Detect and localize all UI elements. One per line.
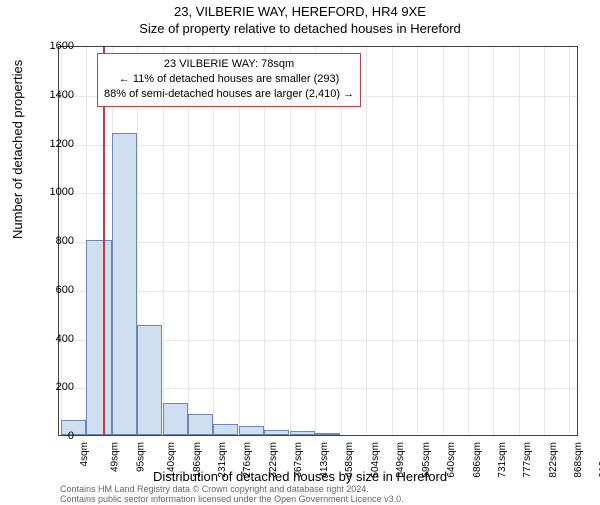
gridline-v	[569, 47, 570, 435]
x-tick-label: 595sqm	[421, 442, 432, 478]
y-tick-label: 1200	[36, 138, 74, 150]
histogram-bar	[213, 424, 238, 435]
histogram-bar	[315, 433, 340, 435]
x-tick-label: 276sqm	[242, 442, 253, 478]
x-tick-label: 95sqm	[136, 442, 147, 472]
histogram-bar	[112, 133, 137, 435]
x-tick-label: 231sqm	[217, 442, 228, 478]
annotation-line: 23 VILBERIE WAY: 78sqm	[104, 57, 354, 72]
gridline-v	[544, 47, 545, 435]
y-tick-label: 1400	[36, 89, 74, 101]
y-tick-label: 1000	[36, 186, 74, 198]
gridline-v	[493, 47, 494, 435]
chart-container: 23 VILBERIE WAY: 78sqm← 11% of detached …	[58, 46, 578, 436]
y-tick-label: 800	[36, 235, 74, 247]
annotation-box: 23 VILBERIE WAY: 78sqm← 11% of detached …	[97, 53, 361, 107]
histogram-bar	[137, 325, 162, 435]
x-tick-label: 731sqm	[497, 442, 508, 478]
histogram-bar	[239, 426, 264, 435]
footer-attribution: Contains HM Land Registry data © Crown c…	[60, 485, 404, 505]
annotation-line: 88% of semi-detached houses are larger (…	[104, 87, 354, 102]
annotation-line: ← 11% of detached houses are smaller (29…	[104, 72, 354, 87]
x-tick-label: 140sqm	[166, 442, 177, 478]
gridline-v	[468, 47, 469, 435]
y-tick-label: 400	[36, 333, 74, 345]
x-tick-label: 504sqm	[370, 442, 381, 478]
gridline-v	[392, 47, 393, 435]
x-tick-label: 4sqm	[79, 442, 90, 466]
x-tick-label: 49sqm	[110, 442, 121, 472]
x-tick-label: 458sqm	[344, 442, 355, 478]
plot-area: 23 VILBERIE WAY: 78sqm← 11% of detached …	[58, 46, 578, 436]
y-axis-label: Number of detached properties	[10, 60, 25, 239]
gridline-v	[366, 47, 367, 435]
x-tick-label: 777sqm	[523, 442, 534, 478]
histogram-bar	[86, 240, 111, 435]
histogram-bar	[163, 403, 188, 435]
page-title: 23, VILBERIE WAY, HEREFORD, HR4 9XE	[0, 4, 600, 19]
x-tick-label: 549sqm	[395, 442, 406, 478]
y-tick-label: 1600	[36, 40, 74, 52]
y-tick-label: 0	[36, 430, 74, 442]
x-tick-label: 186sqm	[192, 442, 203, 478]
histogram-bar	[290, 431, 315, 435]
y-tick-label: 200	[36, 381, 74, 393]
gridline-v	[417, 47, 418, 435]
page-subtitle: Size of property relative to detached ho…	[0, 21, 600, 36]
histogram-bar	[264, 430, 289, 435]
gridline-v	[443, 47, 444, 435]
x-tick-label: 640sqm	[446, 442, 457, 478]
x-tick-label: 822sqm	[548, 442, 559, 478]
x-tick-label: 367sqm	[293, 442, 304, 478]
x-tick-label: 868sqm	[573, 442, 584, 478]
y-tick-label: 600	[36, 284, 74, 296]
x-tick-label: 322sqm	[268, 442, 279, 478]
x-tick-label: 413sqm	[319, 442, 330, 478]
gridline-v	[519, 47, 520, 435]
x-tick-label: 686sqm	[472, 442, 483, 478]
histogram-bar	[188, 414, 213, 435]
